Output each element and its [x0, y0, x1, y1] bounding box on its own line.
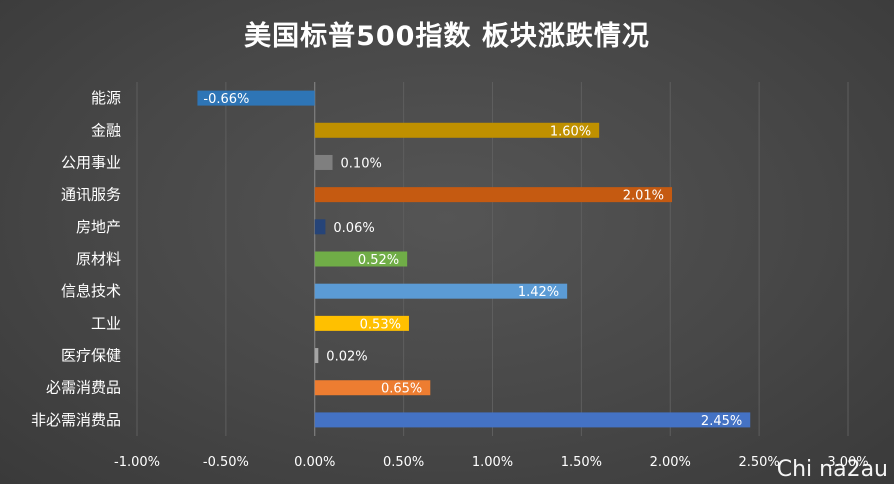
- category-label: 金融: [91, 121, 121, 139]
- data-label: 1.42%: [518, 285, 559, 300]
- x-tick-label: 1.50%: [561, 455, 602, 470]
- category-label: 通讯服务: [61, 186, 121, 204]
- bars: [197, 90, 751, 428]
- bar: [314, 412, 751, 428]
- category-label: 信息技术: [61, 282, 121, 300]
- bar: [314, 380, 431, 396]
- chart-title: 美国标普500指数 板块涨跌情况: [244, 21, 650, 52]
- category-label: 能源: [91, 89, 121, 107]
- bar: [314, 348, 319, 364]
- x-tick-label: -0.50%: [203, 455, 249, 470]
- bar: [314, 122, 600, 138]
- bar: [314, 154, 333, 170]
- data-label: 1.60%: [550, 124, 591, 139]
- data-label: 0.65%: [381, 382, 422, 397]
- category-label: 公用事业: [61, 153, 121, 171]
- bar: [314, 251, 408, 267]
- data-label: 0.10%: [341, 156, 382, 171]
- data-label: 2.45%: [701, 414, 742, 429]
- data-label: 0.52%: [358, 253, 399, 268]
- data-label: 0.53%: [360, 317, 401, 332]
- x-tick-label: -1.00%: [114, 455, 160, 470]
- category-label: 必需消费品: [46, 379, 121, 397]
- x-tick-label: 0.50%: [383, 455, 424, 470]
- bar: [314, 187, 673, 203]
- data-label: 2.01%: [623, 189, 664, 204]
- x-tick-label: 1.00%: [472, 455, 513, 470]
- category-label: 房地产: [76, 218, 121, 236]
- bar: [197, 90, 315, 106]
- data-label: -0.66%: [203, 92, 249, 107]
- bar: [314, 219, 326, 235]
- bar: [314, 283, 568, 299]
- category-label: 原材料: [76, 250, 121, 268]
- x-tick-label: 3.00%: [827, 455, 868, 470]
- category-label: 工业: [91, 314, 121, 332]
- data-label: 0.06%: [333, 221, 374, 236]
- labels: -1.00% -0.50% 0.00% 0.50% 1.00% 1.50% 2.00% 2.5…: [31, 89, 869, 470]
- x-tick-label: 2.50%: [738, 455, 779, 470]
- x-tick-label: 0.00%: [294, 455, 335, 470]
- data-label: 0.02%: [326, 350, 367, 365]
- x-tick-label: 2.00%: [650, 455, 691, 470]
- bar: [314, 315, 409, 331]
- category-label: 医疗保健: [61, 347, 121, 365]
- category-label: 非必需消费品: [31, 411, 121, 429]
- watermark-text: Chi na2au: [776, 457, 888, 482]
